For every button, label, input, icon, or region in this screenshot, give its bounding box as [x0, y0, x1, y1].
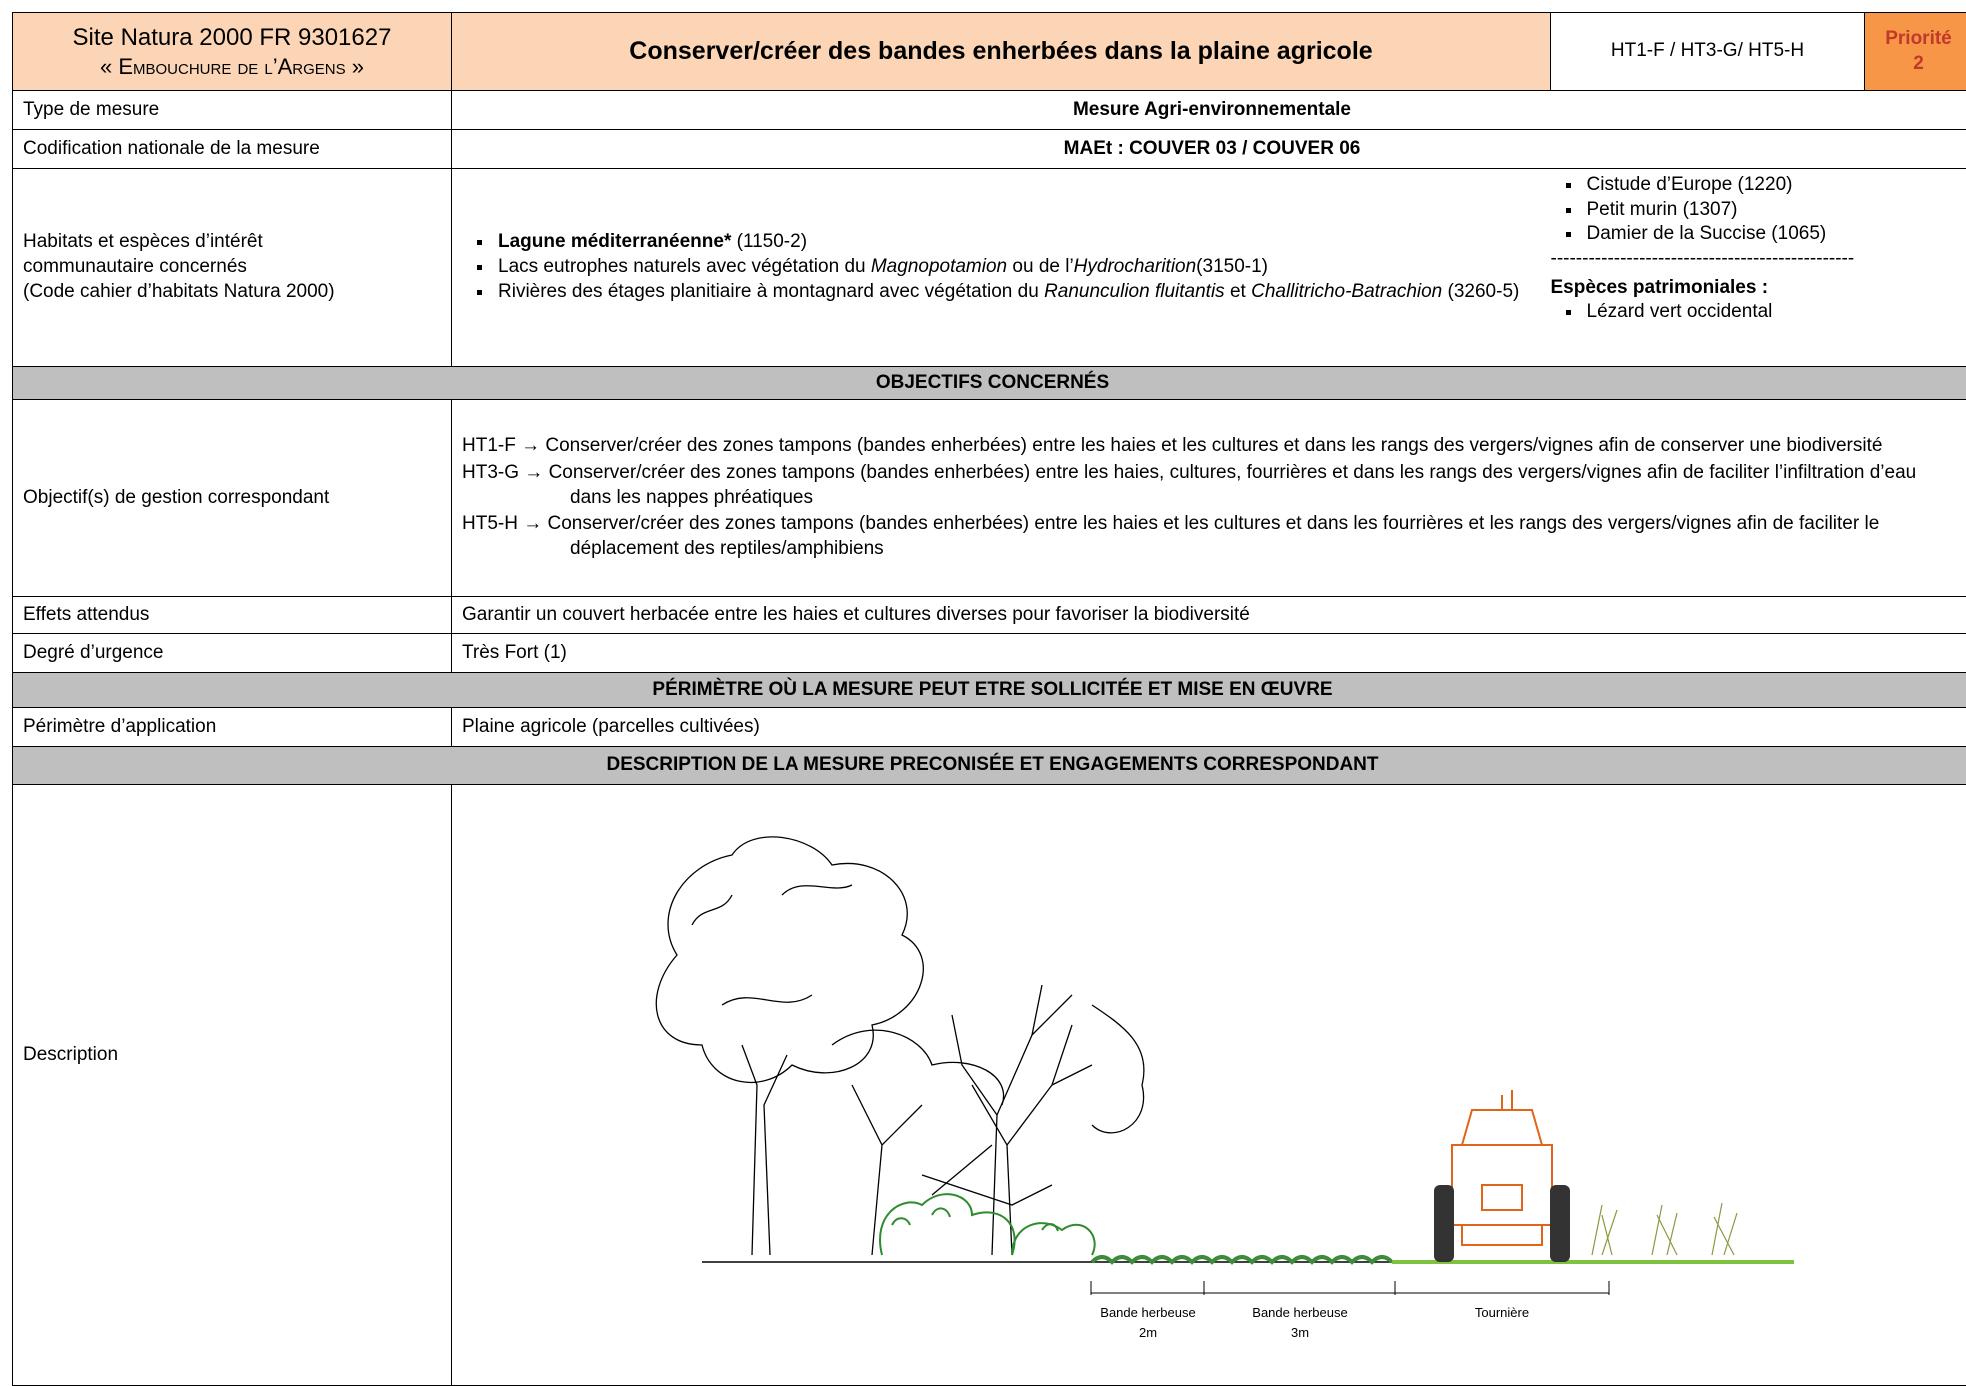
text-segment: Hydrocharition	[1074, 256, 1197, 277]
section-header: PÉRIMÈTRE OÙ LA MESURE PEUT ETRE SOLLICI…	[13, 673, 1966, 708]
figure-width: 3m	[1291, 1325, 1309, 1340]
species-item: Cistude d’Europe (1220)	[1583, 173, 1963, 198]
arrow: →	[521, 435, 540, 456]
habitat-list: Lagune méditerranéenne* (1150-2)Lacs eut…	[462, 230, 1541, 304]
row-value: MAEt : COUVER 03 / COUVER 06	[452, 130, 1966, 169]
row-value: Très Fort (1)	[452, 634, 1966, 673]
figure-label: Bande herbeuse	[1252, 1305, 1347, 1320]
tractor	[1452, 1090, 1552, 1245]
site-cell: Site Natura 2000 FR 9301627 « Embouchure…	[13, 13, 452, 91]
figure-width: 2m	[1139, 1325, 1157, 1340]
label-line: Habitats et espèces d’intérêt	[23, 230, 441, 255]
text-segment: (3260-5)	[1442, 281, 1519, 302]
illustration: Bande herbeuse 2m Bande herbeuse 3m Tournièr…	[452, 785, 1966, 1385]
text-segment: ou de l’	[1007, 256, 1074, 277]
row-label: Périmètre d’application	[13, 708, 452, 747]
text-segment: Ranunculion fluitantis	[1044, 281, 1225, 302]
habitat-cell: Lagune méditerranéenne* (1150-2)Lacs eut…	[452, 169, 1551, 367]
species-cell: Cistude d’Europe (1220)Petit murin (1307…	[1551, 169, 1966, 367]
label-line: (Code cahier d’habitats Natura 2000)	[23, 280, 441, 305]
habitat-item: Lagune méditerranéenne* (1150-2)	[494, 230, 1541, 255]
species-item: Petit murin (1307)	[1583, 198, 1963, 223]
figure-label: Bande herbeuse	[1100, 1305, 1195, 1320]
objective: HT3-G → Conserver/créer des zones tampon…	[462, 461, 1962, 510]
objective-code: HT3-G	[462, 462, 519, 483]
objective-text: Conserver/créer des zones tampons (bande…	[548, 513, 1880, 559]
arrow: →	[524, 462, 543, 483]
row-label: Effets attendus	[13, 597, 452, 634]
row-label: Description	[13, 785, 452, 1386]
heritage-list: Lézard vert occidental	[1551, 300, 1963, 325]
priority-value: 2	[1867, 52, 1966, 77]
figure-cell: Bande herbeuse 2m Bande herbeuse 3m Tournièr…	[452, 785, 1966, 1386]
objective-code: HT1-F	[462, 435, 516, 456]
text-segment: Challitricho-Batrachion	[1251, 281, 1442, 302]
priority-label: Priorité	[1867, 27, 1966, 52]
row-value: Mesure Agri-environnementale	[452, 91, 1966, 130]
measure-table: Site Natura 2000 FR 9301627 « Embouchure…	[12, 12, 1966, 1386]
page: Fiche mesure { "header": { "site_id": "S…	[0, 0, 1966, 1347]
row-value: Plaine agricole (parcelles cultivées)	[452, 708, 1966, 747]
site-name: « Embouchure de l’Argens »	[23, 53, 441, 81]
priority-cell: Priorité 2	[1865, 13, 1966, 91]
heritage-item: Lézard vert occidental	[1583, 300, 1963, 325]
row-label: Objectif(s) de gestion correspondant	[13, 400, 452, 597]
habitat-item: Lacs eutrophes naturels avec végétation …	[494, 255, 1541, 280]
scale-bar	[1091, 1281, 1609, 1295]
text-segment: Lagune méditerranéenne*	[498, 231, 731, 252]
objective: HT1-F → Conserver/créer des zones tampon…	[462, 434, 1962, 459]
text-segment: (3150-1)	[1196, 256, 1268, 277]
figure-labels: Bande herbeuse 2m Bande herbeuse 3m Tournièr…	[1100, 1305, 1529, 1340]
codes: HT1-F / HT3-G/ HT5-H	[1551, 13, 1865, 91]
trees	[656, 837, 1144, 1255]
species-list: Cistude d’Europe (1220)Petit murin (1307…	[1551, 173, 1963, 247]
row-label: Degré d’urgence	[13, 634, 452, 673]
objective: HT5-H → Conserver/créer des zones tampon…	[462, 512, 1962, 561]
heritage-title: Espèces patrimoniales :	[1551, 276, 1963, 301]
site-id: Site Natura 2000 FR 9301627	[23, 23, 441, 53]
measure-title: Conserver/créer des bandes enherbées dan…	[452, 13, 1551, 91]
bushes	[880, 1194, 1095, 1255]
text-segment: Lacs eutrophes naturels avec végétation …	[498, 256, 871, 277]
objective-code: HT5-H	[462, 513, 518, 534]
row-value: Garantir un couvert herbacée entre les h…	[452, 597, 1966, 634]
habitat-item: Rivières des étages planitiaire à montag…	[494, 280, 1541, 305]
species-item: Damier de la Succise (1065)	[1583, 222, 1963, 247]
separator: ----------------------------------------…	[1551, 247, 1963, 272]
page-body: Site Natura 2000 FR 9301627 « Embouchure…	[0, 0, 1966, 1347]
row-label: Codification nationale de la mesure	[13, 130, 452, 169]
label-line: communautaire concernés	[23, 255, 441, 280]
row-label: Type de mesure	[13, 91, 452, 130]
tractor-wheels	[1434, 1185, 1570, 1262]
objective-text: Conserver/créer des zones tampons (bande…	[549, 462, 1917, 508]
section-header: OBJECTIFS CONCERNÉS	[13, 367, 1966, 400]
text-segment: Magnopotamion	[871, 256, 1007, 277]
objective-text: Conserver/créer des zones tampons (bande…	[545, 435, 1882, 456]
text-segment: (1150-2)	[731, 231, 807, 252]
objectives-cell: HT1-F → Conserver/créer des zones tampon…	[452, 400, 1966, 597]
text-segment: Rivières des étages planitiaire à montag…	[498, 281, 1044, 302]
section-header: DESCRIPTION DE LA MESURE PRECONISÉE ET E…	[13, 747, 1966, 785]
shrubs	[1592, 1203, 1737, 1255]
figure-label: Tournière	[1475, 1305, 1529, 1320]
text-segment: et	[1225, 281, 1251, 302]
arrow: →	[523, 513, 542, 534]
